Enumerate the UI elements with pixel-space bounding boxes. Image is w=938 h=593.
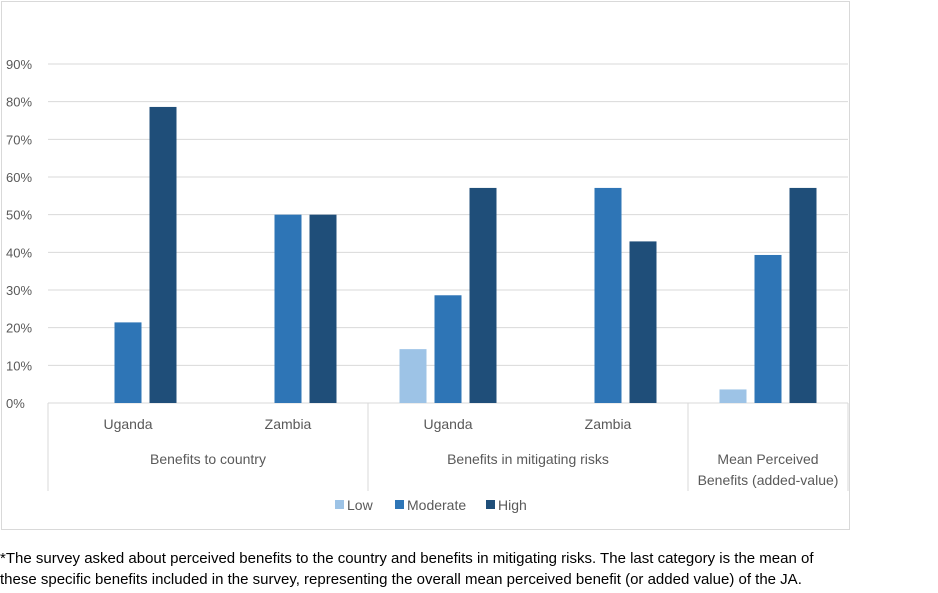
bar-moderate <box>274 214 302 403</box>
y-tick-label: 50% <box>6 208 32 223</box>
bar-moderate <box>754 254 782 403</box>
bar-low <box>399 349 427 403</box>
legend-label: High <box>498 497 527 513</box>
group-label: Benefits (added-value) <box>698 472 839 488</box>
legend-swatch-high <box>486 500 495 509</box>
bar-moderate <box>114 322 142 403</box>
y-tick-label: 0% <box>6 396 25 411</box>
y-tick-label: 30% <box>6 283 32 298</box>
category-label: Uganda <box>423 416 472 432</box>
legend-swatch-low <box>335 500 344 509</box>
y-tick-label: 80% <box>6 95 32 110</box>
bar-low <box>719 389 747 403</box>
footnote-line-2: these specific benefits included in the … <box>0 571 802 588</box>
y-tick-label: 40% <box>6 245 32 260</box>
group-label: Benefits to country <box>150 451 266 467</box>
bar-moderate <box>434 295 462 403</box>
footnote-line-1: *The survey asked about perceived benefi… <box>0 550 814 567</box>
y-tick-label: 20% <box>6 321 32 336</box>
bar-high <box>789 187 817 403</box>
bar-high <box>149 106 177 403</box>
group-label: Benefits in mitigating risks <box>447 451 609 467</box>
y-tick-label: 70% <box>6 132 32 147</box>
y-tick-label: 10% <box>6 358 32 373</box>
bar-moderate <box>594 187 622 403</box>
bar-high <box>629 241 657 403</box>
legend-swatch-moderate <box>395 500 404 509</box>
y-tick-label: 60% <box>6 170 32 185</box>
legend-label: Moderate <box>407 497 466 513</box>
footnote: *The survey asked about perceived benefi… <box>0 548 938 590</box>
y-tick-label: 90% <box>6 57 32 72</box>
legend-label: Low <box>347 497 374 513</box>
bar-high <box>309 214 337 403</box>
bar-high <box>469 187 497 403</box>
group-label: Mean Perceived <box>717 451 818 467</box>
category-label: Zambia <box>585 416 632 432</box>
chart-area: 0% 10% 20% 30% 40% 50% 60% 70% 80% 90% Uganda Zambi… <box>1 1 850 530</box>
category-label: Uganda <box>103 416 152 432</box>
bar-chart: 0% 10% 20% 30% 40% 50% 60% 70% 80% 90% Uganda Zambi… <box>6 57 849 513</box>
category-label: Zambia <box>265 416 312 432</box>
